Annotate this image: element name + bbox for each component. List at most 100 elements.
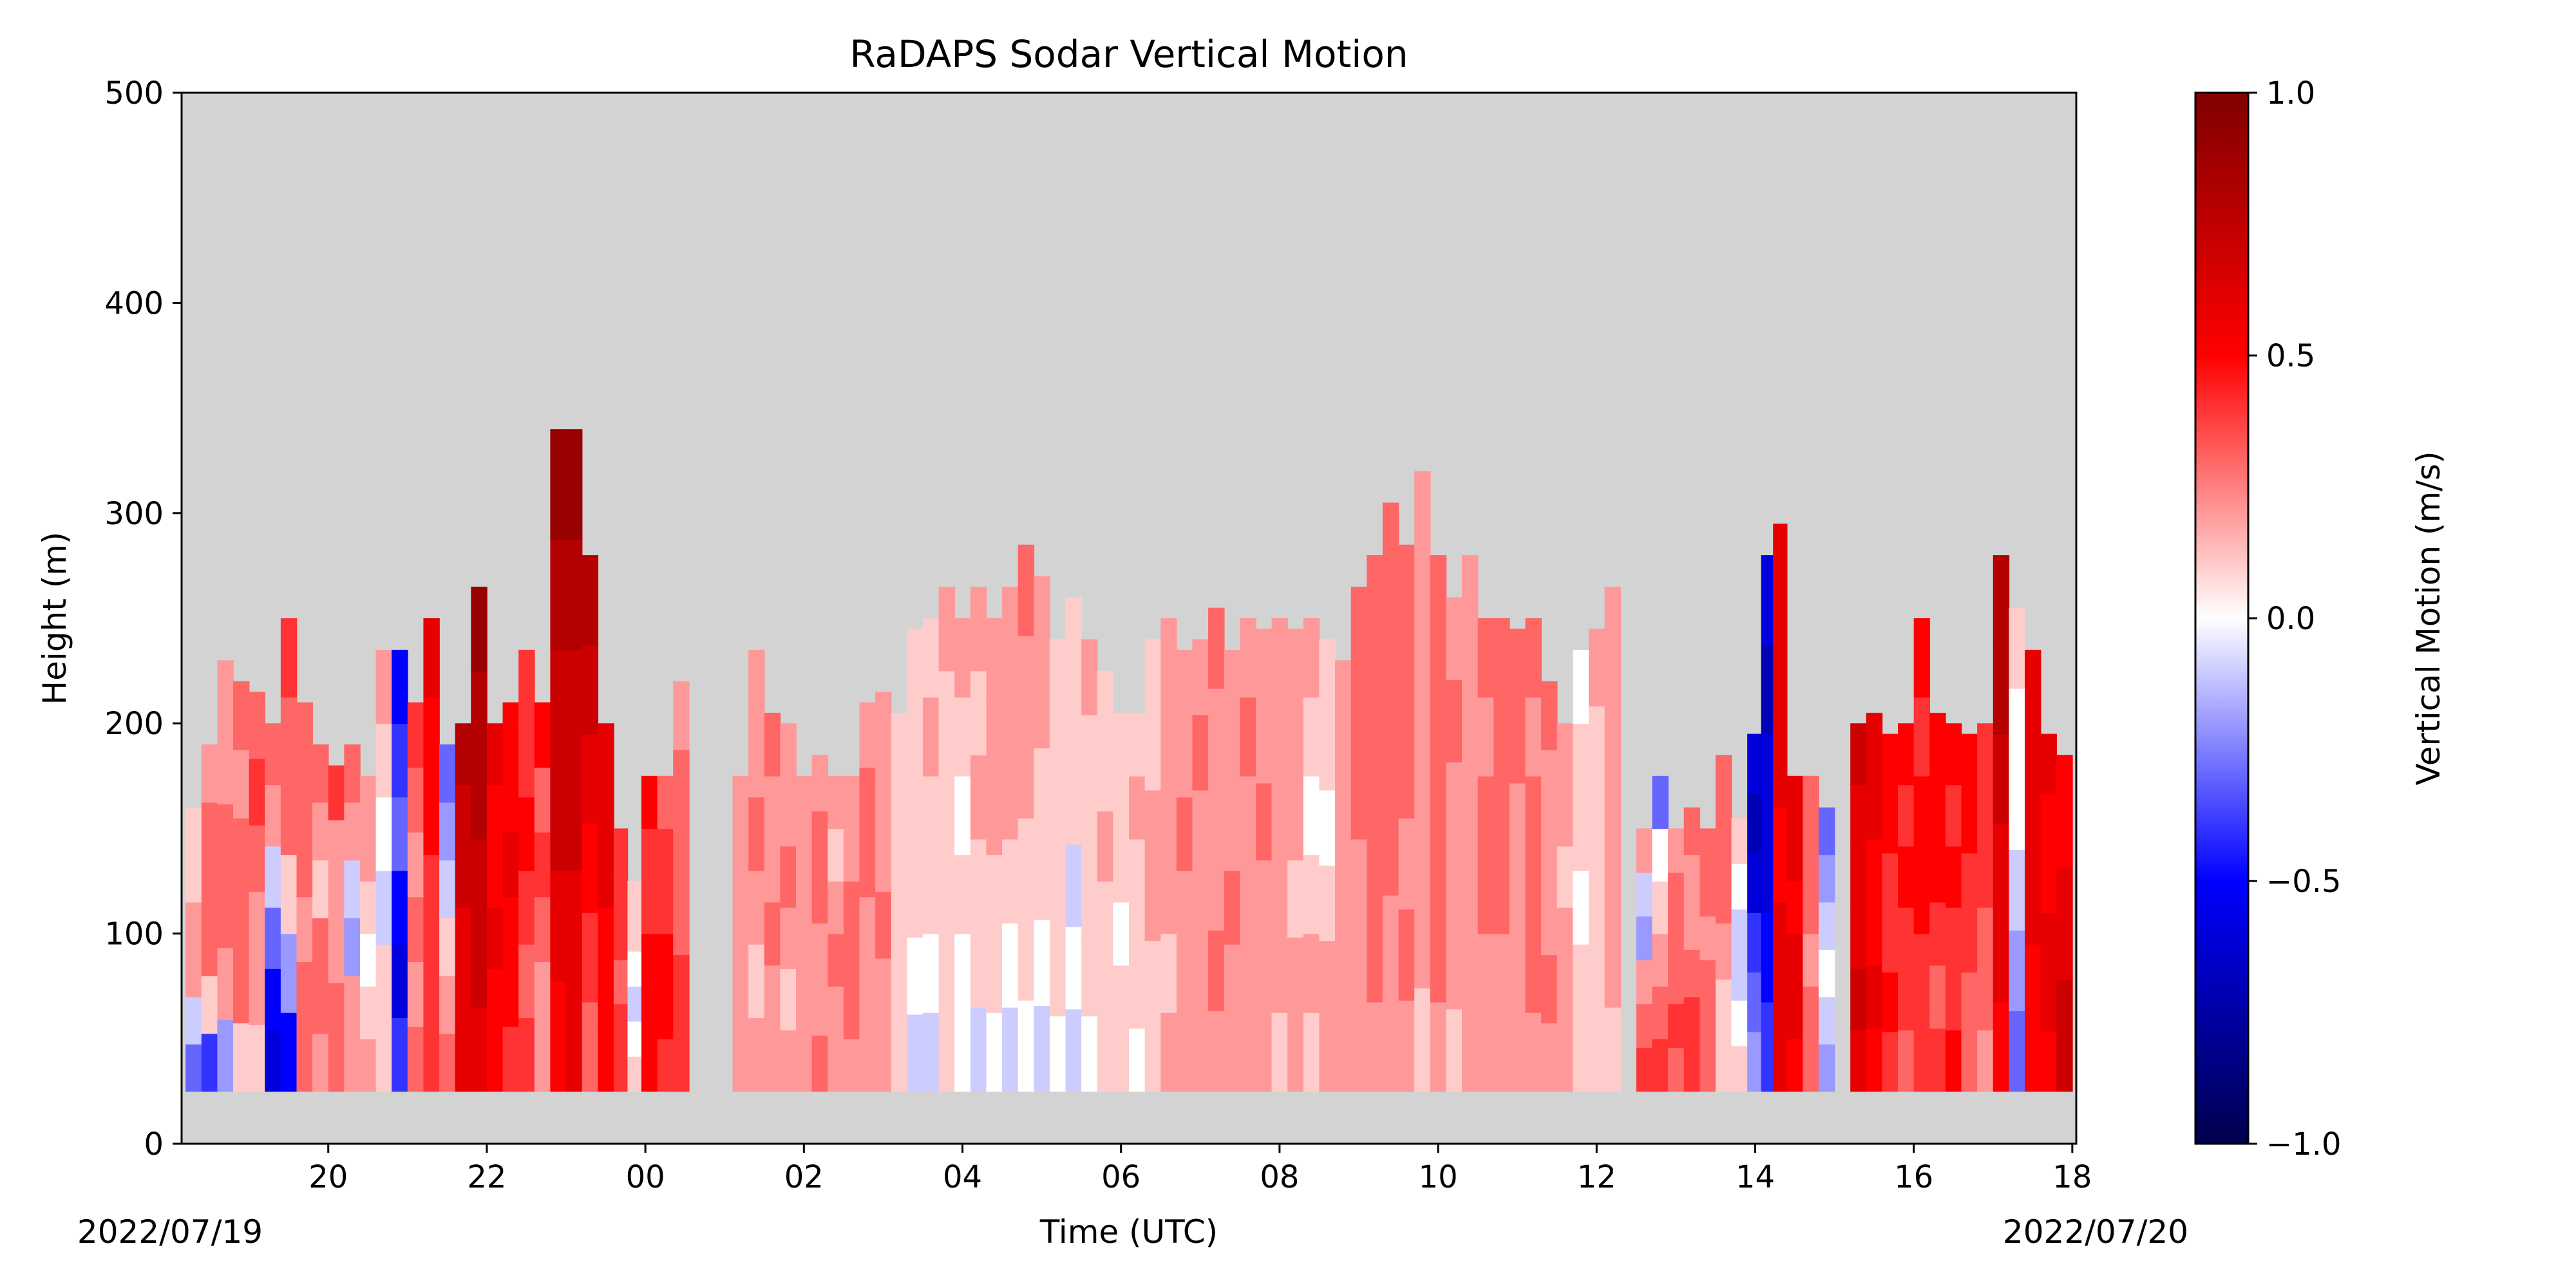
heatmap-cell — [843, 986, 860, 1039]
heatmap-cell — [2024, 797, 2041, 871]
heatmap-cell — [359, 775, 377, 829]
heatmap-cell — [1224, 870, 1241, 945]
heatmap-cell — [1240, 933, 1256, 1013]
heatmap-cell — [233, 681, 250, 750]
heatmap-cell — [375, 723, 393, 798]
heatmap-cell — [296, 767, 313, 833]
heatmap-cell — [1761, 823, 1774, 913]
heatmap-cell — [1192, 790, 1209, 866]
heatmap-cell — [673, 818, 690, 887]
heatmap-cell — [534, 702, 551, 768]
heatmap-cell — [1929, 902, 1946, 966]
y-tick-label: 400 — [104, 285, 164, 321]
heatmap-cell — [1287, 860, 1304, 938]
heatmap-cell — [1668, 1047, 1685, 1092]
heatmap-cell — [1367, 734, 1383, 824]
heatmap-cell — [1430, 555, 1447, 645]
heatmap-cell — [954, 697, 971, 777]
heatmap-cell — [344, 918, 361, 976]
heatmap-cell — [518, 870, 535, 945]
heatmap-cell — [613, 1047, 629, 1092]
heatmap-cell — [1081, 790, 1098, 866]
heatmap-cell — [907, 629, 923, 706]
heatmap-cell — [185, 807, 202, 855]
heatmap-cell — [1668, 960, 1685, 1005]
heatmap-cell — [970, 923, 987, 1008]
heatmap-cell — [1160, 1012, 1177, 1092]
heatmap-cell — [938, 1007, 955, 1092]
heatmap-cell — [673, 750, 690, 819]
heatmap-cell — [455, 846, 472, 908]
heatmap-cell — [217, 732, 234, 805]
date-start-label: 2022/07/19 — [77, 1213, 263, 1251]
heatmap-cell — [1018, 636, 1035, 728]
heatmap-cell — [641, 775, 658, 829]
heatmap-cell — [1803, 986, 1819, 1039]
heatmap-cell — [796, 933, 813, 987]
heatmap-cell — [502, 831, 519, 898]
heatmap-cell — [249, 758, 266, 826]
heatmap-cell — [764, 902, 781, 966]
heatmap-cell — [1604, 670, 1621, 755]
heatmap-cell — [1065, 762, 1082, 845]
heatmap-cell — [1113, 1028, 1130, 1092]
heatmap-cell — [1129, 838, 1146, 903]
heatmap-cell — [2056, 923, 2073, 980]
heatmap-cell — [796, 775, 813, 829]
heatmap-cell — [1018, 999, 1035, 1092]
heatmap-cell — [1588, 860, 1605, 938]
heatmap-cell — [1604, 1007, 1621, 1092]
heatmap-cell — [1961, 853, 1978, 913]
x-tick-label: 02 — [784, 1159, 824, 1195]
heatmap-cell — [1818, 902, 1835, 950]
heatmap-cell — [1652, 881, 1669, 934]
heatmap-cell — [1882, 972, 1899, 1032]
heatmap-cell — [2056, 979, 2073, 1036]
heatmap-cell — [1287, 1014, 1304, 1092]
heatmap-cell — [1192, 865, 1209, 942]
heatmap-cell — [1319, 865, 1336, 942]
heatmap-cell — [1081, 639, 1098, 715]
heatmap-cell — [1747, 1031, 1762, 1092]
heatmap-cell — [1303, 697, 1320, 777]
heatmap-cell — [1773, 524, 1788, 619]
heatmap-cell — [1493, 933, 1510, 1013]
heatmap-cell — [1882, 853, 1899, 913]
heatmap-cell — [375, 1018, 393, 1092]
heatmap-cell — [657, 986, 674, 1039]
heatmap-cell — [970, 755, 987, 840]
heatmap-cell — [392, 797, 408, 871]
heatmap-cell — [1493, 697, 1510, 777]
heatmap-cell — [1144, 639, 1162, 715]
heatmap-cell — [1367, 823, 1383, 913]
heatmap-cell — [392, 1018, 408, 1092]
heatmap-cell — [875, 1025, 892, 1092]
heatmap-cell — [566, 539, 583, 650]
heatmap-cell — [1731, 1045, 1748, 1092]
heatmap-cell — [1303, 855, 1320, 934]
heatmap-cell — [1668, 916, 1685, 961]
heatmap-cell — [1034, 748, 1050, 835]
heatmap-cell — [1049, 940, 1066, 1017]
heatmap-cell — [1287, 937, 1304, 1015]
heatmap-cell — [1065, 844, 1082, 927]
heatmap-cell — [1430, 644, 1447, 735]
heatmap-cell — [1773, 996, 1788, 1092]
heatmap-cell — [1176, 797, 1193, 871]
heatmap-cell — [1335, 732, 1352, 805]
heatmap-cell — [550, 760, 567, 871]
heatmap-cell — [1303, 1012, 1320, 1092]
heatmap-cell — [1683, 996, 1701, 1045]
heatmap-cell — [1803, 775, 1819, 829]
heatmap-cell — [1588, 1014, 1605, 1092]
heatmap-cell — [641, 828, 658, 882]
heatmap-cell — [627, 1021, 642, 1057]
heatmap-cell — [2056, 755, 2073, 811]
heatmap-cell — [1319, 940, 1336, 1017]
heatmap-cell — [1446, 679, 1463, 762]
heatmap-cell — [938, 587, 955, 672]
heatmap-cell — [732, 933, 749, 987]
x-tick-label: 06 — [1101, 1159, 1141, 1195]
heatmap-cell — [359, 986, 377, 1039]
heatmap-cell — [1176, 870, 1193, 945]
